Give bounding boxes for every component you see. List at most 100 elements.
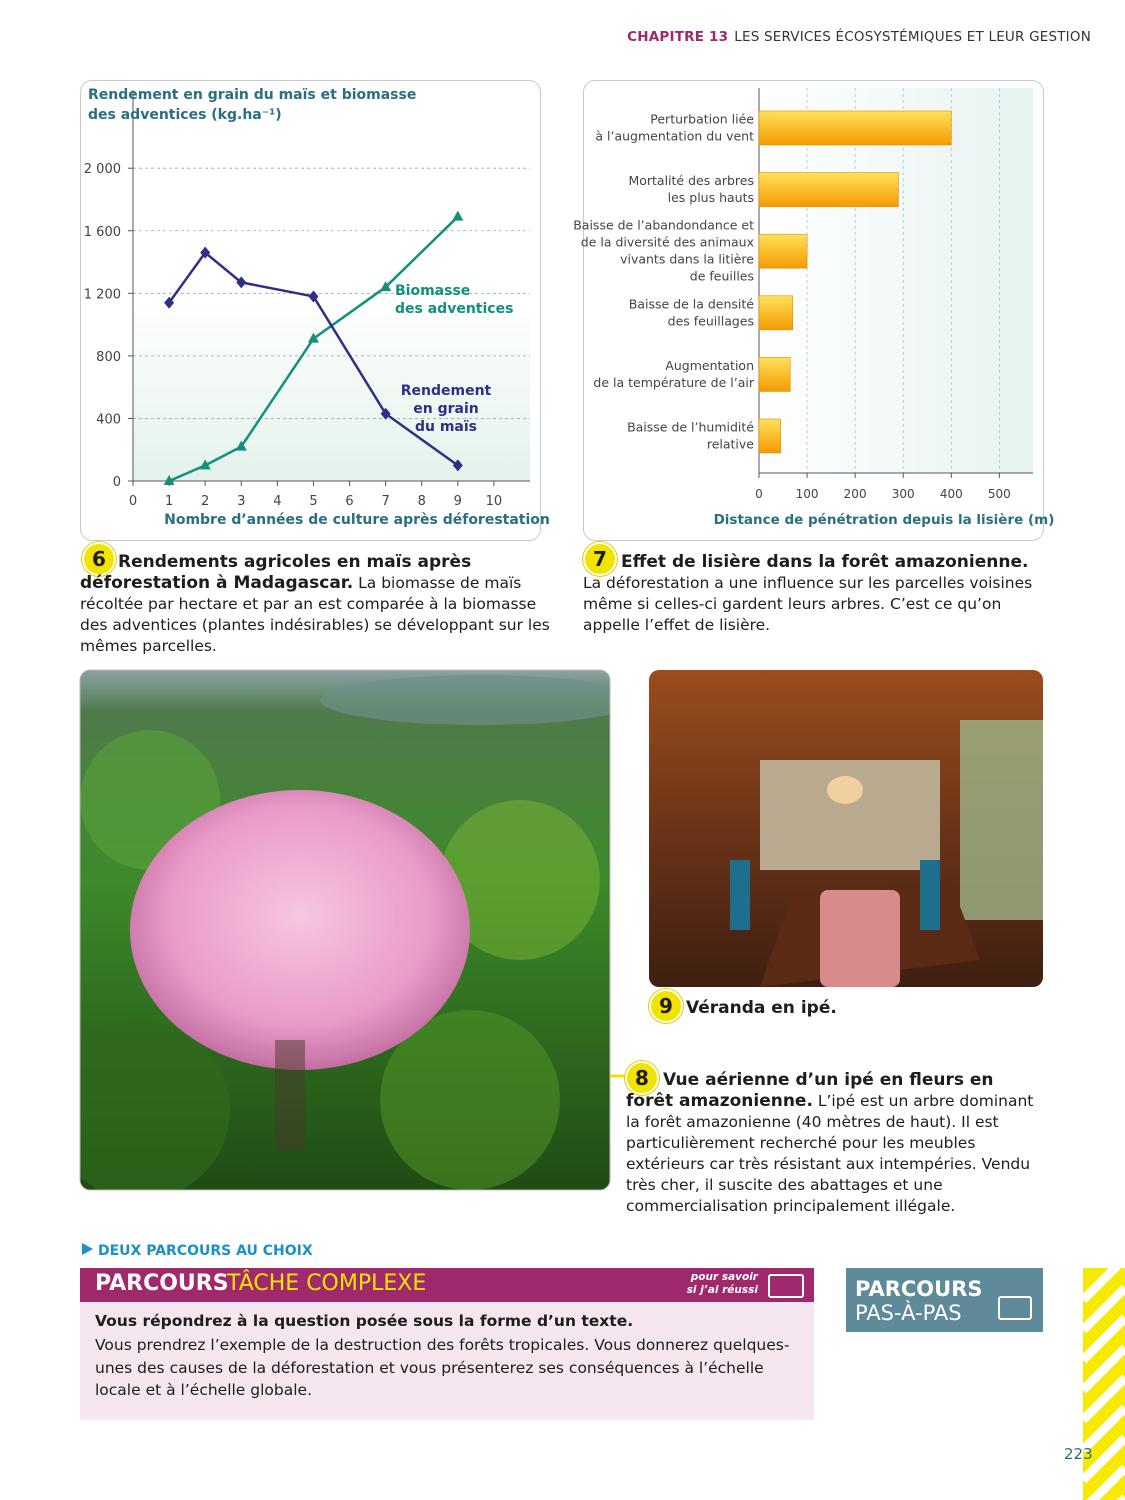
- x-tick-label: 0: [129, 494, 137, 509]
- chapter: CHAPITRE 13: [627, 29, 729, 45]
- x-tick-label: 10: [486, 494, 503, 509]
- parcours-name: TÂCHE COMPLEXE: [227, 1271, 427, 1296]
- x-tick-label: 1: [165, 494, 173, 509]
- x-axis-title: Distance de pénétration depuis la lisièr…: [714, 512, 1055, 528]
- point: [308, 290, 319, 303]
- chart-frame: [80, 80, 541, 541]
- doc-number: 9: [649, 989, 683, 1023]
- caption-title: Véranda en ipé.: [686, 998, 837, 1018]
- caption: Rendements agricoles en maïs après défor…: [80, 552, 550, 657]
- point: [452, 459, 463, 472]
- caption-title: Effet de lisière dans la forêt amazonien…: [621, 552, 1029, 572]
- parcours-label: PARCOURS: [855, 1277, 983, 1301]
- point: [236, 276, 247, 289]
- series-line: [168, 251, 459, 467]
- bar: [758, 295, 793, 331]
- heading-text: DEUX PARCOURS AU CHOIX: [98, 1243, 313, 1259]
- category-label: Augmentation de la température de l’air: [593, 358, 754, 390]
- y-tick-label: 1 600: [84, 225, 121, 240]
- stripes: [1079, 1254, 1125, 1500]
- caption-text: La biomasse de maïs récoltée par hectare…: [80, 574, 550, 655]
- point: [380, 281, 392, 292]
- caption-text: L’ipé est un arbre dominant la forêt ama…: [626, 1092, 1034, 1215]
- bar: [758, 110, 952, 146]
- page-number: 223: [1064, 1445, 1093, 1463]
- bar: [758, 233, 808, 269]
- laptop-icon: [998, 1296, 1032, 1320]
- point: [235, 440, 247, 451]
- step-box: PARCOURS PAS-À-PAS: [846, 1268, 1043, 1332]
- category-label: Baisse de l’abandondance et de la diversi…: [573, 218, 754, 284]
- running-header: CHAPITRE 13 LES SERVICES ÉCOSYSTÉMIQUES E…: [627, 29, 1091, 45]
- x-tick-label: 8: [418, 494, 426, 509]
- caption: Vue aérienne d’un ipé en fleurs en forêt…: [626, 1070, 1046, 1217]
- category-label: Perturbation liée à l’augmentation du ven…: [595, 112, 754, 144]
- point: [163, 475, 175, 485]
- caption: Véranda en ipé.: [686, 998, 837, 1019]
- point: [199, 459, 211, 470]
- series-label: Biomasse des adventices: [395, 283, 513, 317]
- plot-background: [133, 300, 530, 481]
- y-tick-label: 0: [113, 475, 121, 490]
- series-line: [168, 215, 459, 483]
- y-axis-title: des adventices (kg.ha⁻¹): [88, 107, 282, 123]
- x-tick-label: 4: [273, 494, 281, 509]
- category-label: Baisse de la densité des feuillages: [629, 296, 755, 328]
- category-label: Mortalité des arbres les plus hauts: [628, 173, 754, 205]
- x-tick-label: 5: [309, 494, 317, 509]
- complex-box: Vous répondrez à la question posée sous …: [80, 1302, 814, 1420]
- doc-number: 7: [583, 542, 617, 576]
- hint-line: pour savoir: [690, 1271, 758, 1283]
- chart-frame: [583, 80, 1044, 541]
- category-label: Baisse de l’humidité relative: [627, 420, 754, 452]
- series-label: Rendement en grain du maïs: [401, 383, 492, 435]
- y-tick-label: 2 000: [84, 162, 121, 177]
- plot-background: [759, 88, 1033, 473]
- laptop-icon: [768, 1274, 804, 1298]
- question: Vous répondrez à la question posée sous …: [95, 1312, 634, 1330]
- section-heading: DEUX PARCOURS AU CHOIX: [82, 1243, 313, 1259]
- x-tick-label: 2: [201, 494, 209, 509]
- photo-veranda: [649, 670, 1043, 987]
- complex-bar: PARCOURS TÂCHE COMPLEXE pour savoir si j’…: [80, 1268, 814, 1302]
- point: [452, 210, 464, 221]
- x-tick-label: 6: [345, 494, 353, 509]
- y-tick-label: 1 200: [84, 287, 121, 302]
- instructions: Vous prendrez l’exemple de la destructio…: [95, 1336, 790, 1399]
- x-tick-label: 500: [988, 487, 1011, 501]
- bar: [758, 172, 899, 207]
- y-tick-label: 800: [96, 350, 121, 365]
- point: [164, 296, 175, 309]
- photo-frame: [79, 669, 611, 1191]
- x-axis-title: Nombre d’années de culture après défores…: [164, 512, 550, 528]
- x-tick-label: 200: [844, 487, 867, 501]
- bar: [758, 357, 791, 392]
- point: [380, 407, 391, 420]
- hint: pour savoir si j’ai réussi: [670, 1271, 758, 1297]
- doc-number: 6: [82, 542, 116, 576]
- chapter-title: LES SERVICES ÉCOSYSTÉMIQUES ET LEUR GEST…: [734, 29, 1091, 45]
- caption-title: Vue aérienne d’un ipé en fleurs en forêt…: [626, 1070, 994, 1111]
- parcours-label: PARCOURS: [95, 1271, 229, 1296]
- point: [200, 246, 211, 259]
- x-tick-label: 7: [381, 494, 389, 509]
- point: [307, 332, 319, 343]
- photo-forest: [80, 670, 610, 1190]
- x-tick-label: 3: [237, 494, 245, 509]
- x-tick-label: 9: [454, 494, 462, 509]
- caption-title: Rendements agricoles en maïs après défor…: [80, 552, 472, 593]
- y-tick-label: 400: [96, 412, 121, 427]
- doc-number: 8: [625, 1061, 659, 1095]
- x-tick-label: 0: [755, 487, 763, 501]
- parcours-name: PAS-À-PAS: [855, 1301, 962, 1325]
- hint-line: si j’ai réussi: [686, 1284, 758, 1296]
- x-tick-label: 100: [796, 487, 819, 501]
- caption: Effet de lisière dans la forêt amazonien…: [583, 552, 1045, 636]
- x-tick-label: 300: [892, 487, 915, 501]
- x-tick-label: 400: [940, 487, 963, 501]
- y-axis-title: Rendement en grain du maïs et biomasse: [88, 87, 416, 103]
- bar: [758, 418, 781, 454]
- caption-text: La déforestation a une influence sur les…: [583, 574, 1033, 634]
